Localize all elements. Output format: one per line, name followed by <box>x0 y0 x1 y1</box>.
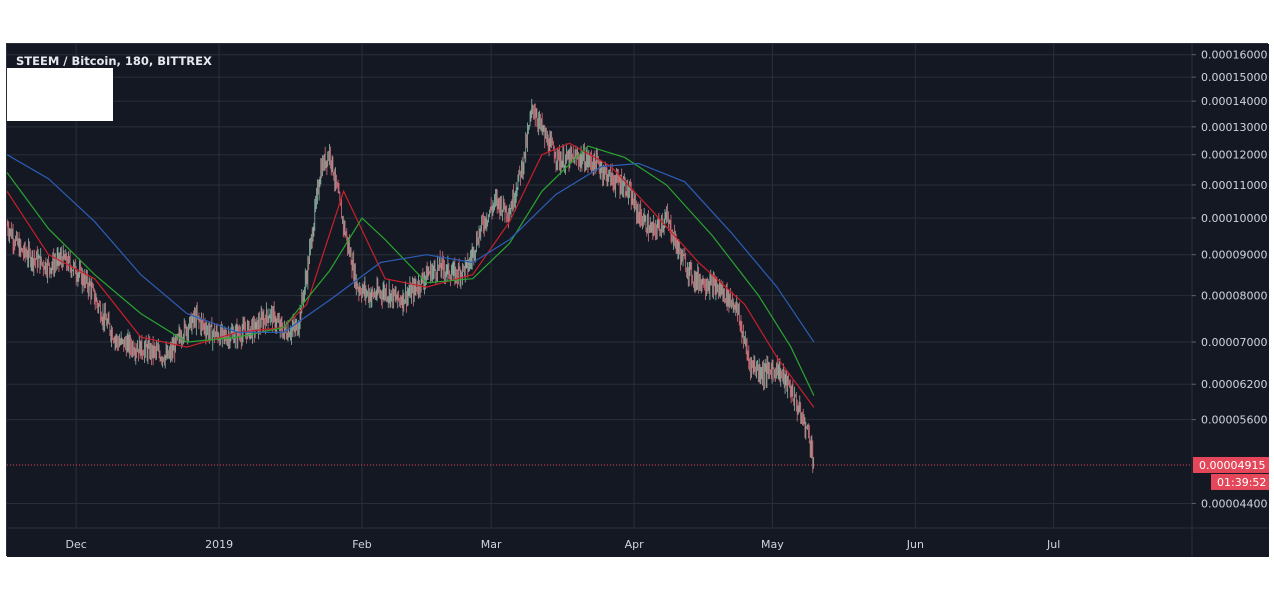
price-tick-label: 0.00009000 <box>1201 249 1267 262</box>
moving-averages <box>7 142 815 408</box>
countdown-label: 01:39:52 <box>1217 476 1266 489</box>
time-tick-label: Mar <box>481 538 502 551</box>
plot-background <box>7 44 1269 557</box>
time-tick-label: Jul <box>1046 538 1060 551</box>
legend-box <box>7 68 113 121</box>
time-tick-label: Apr <box>625 538 645 551</box>
price-tick-label: 0.00010000 <box>1201 212 1267 225</box>
current-price-badge <box>1193 456 1269 473</box>
price-tick-label: 0.00006200 <box>1201 378 1267 391</box>
price-badges: 0.00004915 01:39:52 <box>1193 456 1269 490</box>
moving-average-line <box>7 142 815 408</box>
price-tick-label: 0.00004400 <box>1201 497 1267 510</box>
chart-panel[interactable]: 0.00016000 0.00015000 0.00014000 0.00013000… <box>6 43 1269 557</box>
price-tick-label: 0.00014000 <box>1201 95 1267 108</box>
price-tick-label: 0.00013000 <box>1201 121 1267 134</box>
price-tick-label: 0.00007000 <box>1201 336 1267 349</box>
current-price-label: 0.00004915 <box>1199 459 1265 472</box>
price-axis[interactable]: 0.00016000 0.00015000 0.00014000 0.00013000… <box>1192 49 1267 511</box>
moving-average-line <box>7 154 815 343</box>
chart-title: STEEM / Bitcoin, 180, BITTREX <box>16 54 212 68</box>
countdown-badge <box>1211 473 1269 490</box>
price-tick-label: 0.00015000 <box>1201 71 1267 84</box>
time-tick-label: Dec <box>66 538 87 551</box>
moving-average-line <box>7 145 815 396</box>
time-axis[interactable]: Dec 2019 Feb Mar Apr May Jun Jul <box>66 538 1061 551</box>
price-series <box>7 98 815 473</box>
grid <box>7 44 1192 528</box>
price-tick-label: 0.00011000 <box>1201 179 1267 192</box>
chart-canvas[interactable]: 0.00016000 0.00015000 0.00014000 0.00013000… <box>7 44 1269 557</box>
time-tick-label: 2019 <box>205 538 233 551</box>
time-tick-label: May <box>761 538 784 551</box>
time-tick-label: Feb <box>352 538 371 551</box>
price-tick-label: 0.00016000 <box>1201 49 1267 62</box>
price-tick-label: 0.00012000 <box>1201 149 1267 162</box>
price-tick-label: 0.00008000 <box>1201 290 1267 303</box>
time-tick-label: Jun <box>906 538 924 551</box>
price-tick-label: 0.00005600 <box>1201 414 1267 427</box>
